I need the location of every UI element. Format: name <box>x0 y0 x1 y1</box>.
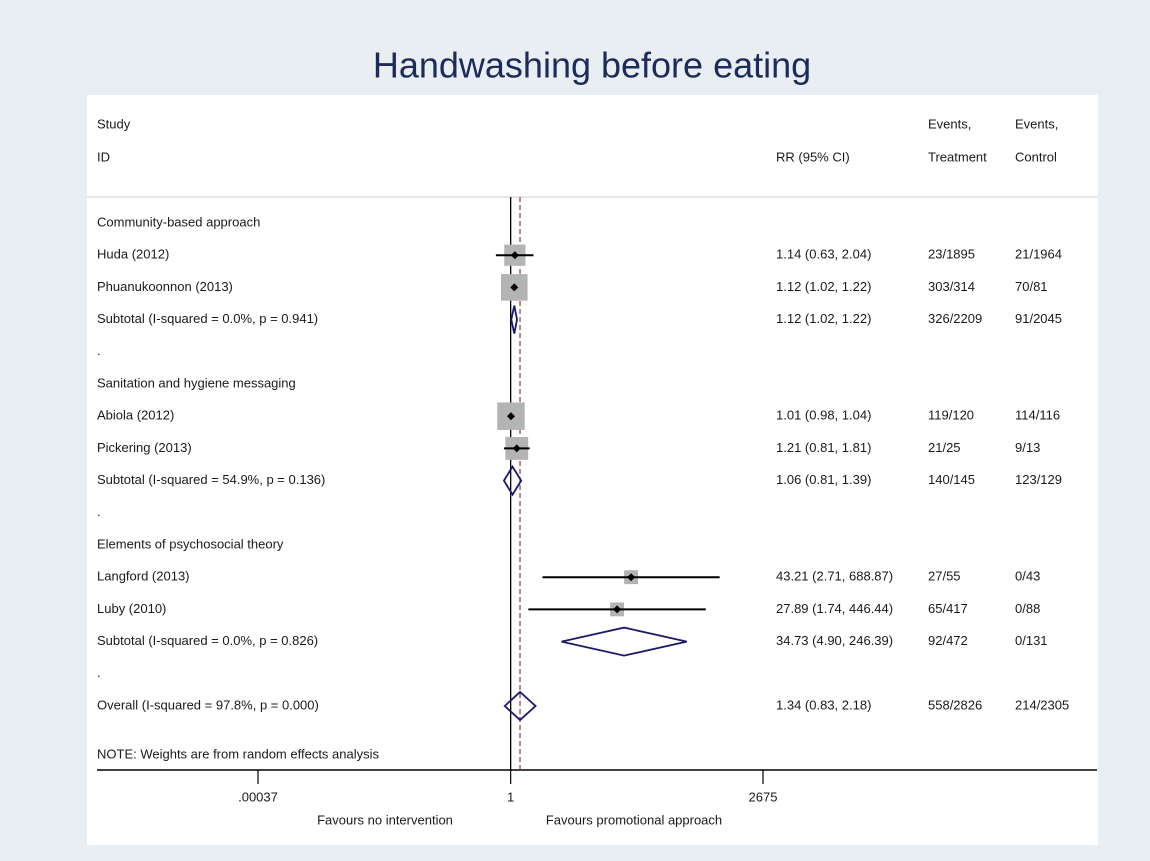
row-label: . <box>97 504 101 519</box>
row-label: Huda (2012) <box>97 247 169 262</box>
point-estimate <box>510 251 519 260</box>
control-events: 91/2045 <box>1015 311 1062 326</box>
point-estimate <box>613 605 622 614</box>
row-label: Pickering (2013) <box>97 440 192 455</box>
x-tick-label: 2675 <box>749 789 778 804</box>
diamond <box>510 305 518 334</box>
header-id: ID <box>97 149 110 164</box>
control-events: 123/129 <box>1015 472 1062 487</box>
row-label: Overall (I-squared = 97.8%, p = 0.000) <box>97 697 319 712</box>
x-tick-label: 1 <box>507 789 514 804</box>
control-events: 114/116 <box>1015 408 1060 423</box>
row-label: Elements of psychosocial theory <box>97 536 284 551</box>
control-events: 0/43 <box>1015 569 1040 584</box>
row-label: Subtotal (I-squared = 0.0%, p = 0.826) <box>97 633 318 648</box>
rr-label: 34.73 (4.90, 246.39) <box>776 633 893 648</box>
x-tick-label: .00037 <box>238 789 278 804</box>
rr-label: 1.34 (0.83, 2.18) <box>776 697 871 712</box>
row-label: Sanitation and hygiene messaging <box>97 375 296 390</box>
treatment-events: 23/1895 <box>928 247 975 262</box>
row-label: Subtotal (I-squared = 0.0%, p = 0.941) <box>97 311 318 326</box>
header-events: Events, <box>1015 116 1058 131</box>
x-label-right: Favours promotional approach <box>546 812 722 827</box>
point-estimate <box>627 573 636 582</box>
control-events: 0/88 <box>1015 601 1040 616</box>
rr-label: 1.06 (0.81, 1.39) <box>776 472 871 487</box>
treatment-events: 326/2209 <box>928 311 982 326</box>
header-rr: RR (95% CI) <box>776 149 850 164</box>
row-label: . <box>97 665 101 680</box>
row-label: Community-based approach <box>97 214 260 229</box>
rr-label: 43.21 (2.71, 688.87) <box>776 569 893 584</box>
row-label: Luby (2010) <box>97 601 166 616</box>
x-label-left: Favours no intervention <box>317 812 453 827</box>
diamond <box>503 690 537 722</box>
diamond <box>561 626 687 657</box>
note: NOTE: Weights are from random effects an… <box>97 746 380 761</box>
treatment-events: 65/417 <box>928 601 968 616</box>
treatment-events: 27/55 <box>928 569 961 584</box>
control-events: 70/81 <box>1015 279 1048 294</box>
row-label: Abiola (2012) <box>97 408 174 423</box>
diamond <box>502 464 523 497</box>
plot-panel <box>87 95 1098 845</box>
header-treatment: Treatment <box>928 149 987 164</box>
control-events: 21/1964 <box>1015 247 1062 262</box>
treatment-events: 303/314 <box>928 279 975 294</box>
row-label: . <box>97 343 101 358</box>
point-estimate <box>510 283 519 292</box>
row-label: Phuanukoonnon (2013) <box>97 279 233 294</box>
control-events: 214/2305 <box>1015 697 1069 712</box>
header-control: Control <box>1015 149 1057 164</box>
treatment-events: 558/2826 <box>928 697 982 712</box>
rr-label: 1.12 (1.02, 1.22) <box>776 311 871 326</box>
row-label: Langford (2013) <box>97 569 190 584</box>
header-events: Events, <box>928 116 971 131</box>
rr-label: 27.89 (1.74, 446.44) <box>776 601 893 616</box>
rr-label: 1.01 (0.98, 1.04) <box>776 408 871 423</box>
point-estimate <box>506 412 515 421</box>
control-events: 0/131 <box>1015 633 1048 648</box>
rr-label: 1.14 (0.63, 2.04) <box>776 247 871 262</box>
chart-title: Handwashing before eating <box>373 45 811 86</box>
rr-label: 1.21 (0.81, 1.81) <box>776 440 871 455</box>
control-events: 9/13 <box>1015 440 1040 455</box>
point-estimate <box>512 444 521 453</box>
treatment-events: 92/472 <box>928 633 968 648</box>
rr-label: 1.12 (1.02, 1.22) <box>776 279 871 294</box>
treatment-events: 21/25 <box>928 440 961 455</box>
treatment-events: 140/145 <box>928 472 975 487</box>
header-study: Study <box>97 116 131 131</box>
row-label: Subtotal (I-squared = 54.9%, p = 0.136) <box>97 472 325 487</box>
treatment-events: 119/120 <box>928 408 974 423</box>
